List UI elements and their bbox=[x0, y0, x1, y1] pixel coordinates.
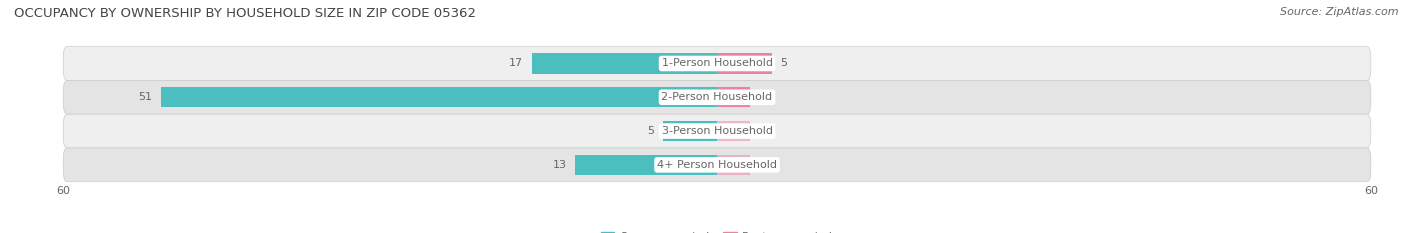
Bar bbox=[717, 53, 772, 74]
Text: 17: 17 bbox=[509, 58, 523, 69]
Legend: Owner-occupied, Renter-occupied: Owner-occupied, Renter-occupied bbox=[596, 227, 838, 233]
FancyBboxPatch shape bbox=[63, 114, 1371, 148]
Text: 3: 3 bbox=[758, 92, 765, 102]
Text: 0: 0 bbox=[725, 126, 733, 136]
Bar bbox=[717, 155, 749, 175]
FancyBboxPatch shape bbox=[63, 148, 1371, 182]
Bar bbox=[717, 87, 749, 107]
Text: 0: 0 bbox=[725, 160, 733, 170]
Text: 1-Person Household: 1-Person Household bbox=[662, 58, 772, 69]
Text: Source: ZipAtlas.com: Source: ZipAtlas.com bbox=[1281, 7, 1399, 17]
Text: 3-Person Household: 3-Person Household bbox=[662, 126, 772, 136]
Text: 51: 51 bbox=[139, 92, 153, 102]
FancyBboxPatch shape bbox=[63, 80, 1371, 114]
Bar bbox=[162, 87, 717, 107]
Bar bbox=[662, 121, 717, 141]
FancyBboxPatch shape bbox=[63, 47, 1371, 80]
Text: OCCUPANCY BY OWNERSHIP BY HOUSEHOLD SIZE IN ZIP CODE 05362: OCCUPANCY BY OWNERSHIP BY HOUSEHOLD SIZE… bbox=[14, 7, 477, 20]
Bar bbox=[717, 121, 749, 141]
Bar bbox=[531, 53, 717, 74]
Text: 4+ Person Household: 4+ Person Household bbox=[657, 160, 778, 170]
Text: 5: 5 bbox=[647, 126, 654, 136]
Text: 2-Person Household: 2-Person Household bbox=[661, 92, 773, 102]
Bar bbox=[575, 155, 717, 175]
Text: 5: 5 bbox=[780, 58, 787, 69]
Text: 13: 13 bbox=[553, 160, 567, 170]
